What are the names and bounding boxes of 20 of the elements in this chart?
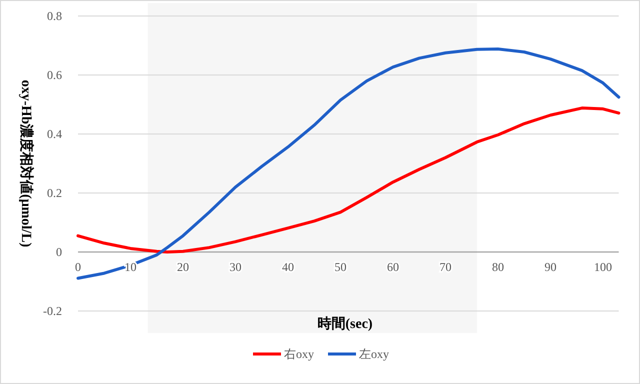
x-tick-label: 70 — [440, 260, 452, 274]
y-tick-label: -0.2 — [43, 304, 62, 318]
y-tick-label: 0 — [56, 245, 62, 259]
x-tick-label: 20 — [177, 260, 189, 274]
x-tick-label: 40 — [282, 260, 294, 274]
y-tick-label: 0.8 — [47, 9, 62, 23]
y-tick-label: 0.2 — [47, 186, 62, 200]
legend-label: 左oxy — [359, 347, 389, 361]
x-tick-label: 0 — [75, 260, 81, 274]
x-axis-title: 時間(sec) — [317, 316, 373, 332]
x-tick-label: 60 — [387, 260, 399, 274]
x-tick-label: 50 — [334, 260, 346, 274]
x-tick-label: 90 — [544, 260, 556, 274]
y-axis-title: oxy-Hb濃度相対値(μmol/L) — [18, 80, 35, 248]
y-tick-label: 0.4 — [47, 127, 62, 141]
x-tick-label: 100 — [594, 260, 612, 274]
y-tick-label: 0.6 — [47, 68, 62, 82]
x-tick-label: 80 — [492, 260, 504, 274]
legend-label: 右oxy — [284, 347, 314, 361]
x-tick-label: 30 — [230, 260, 242, 274]
